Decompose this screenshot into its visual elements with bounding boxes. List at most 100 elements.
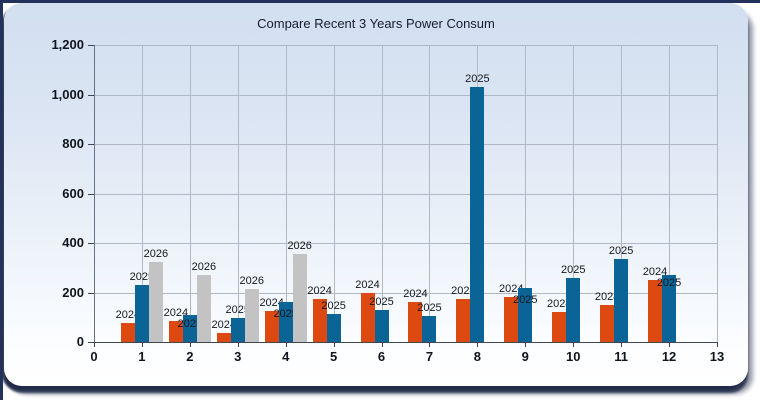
y-tick-0 xyxy=(88,342,94,343)
bar-2025-month-5[interactable] xyxy=(326,313,341,342)
x-axis-label-0: 0 xyxy=(90,349,98,364)
y-axis-label-1200: 1,200 xyxy=(51,37,84,52)
bar-label-2025-month-10: 2025 xyxy=(560,263,586,276)
v-gridline-5 xyxy=(333,45,335,342)
x-tick-1 xyxy=(141,342,143,347)
v-gridline-11 xyxy=(621,45,623,342)
y-axis-label-600: 600 xyxy=(62,185,84,201)
x-axis-label-12: 12 xyxy=(661,349,677,364)
y-tick-400 xyxy=(88,243,94,244)
bar-label-2026-month-3: 2026 xyxy=(239,274,264,287)
y-axis-label-0: 0 xyxy=(76,334,84,349)
bar-2024-month-4[interactable] xyxy=(264,311,279,342)
bar-label-2025-month-1: 2025 xyxy=(129,271,155,284)
bar-2025-month-2[interactable] xyxy=(182,314,197,342)
bar-2026-month-2[interactable] xyxy=(196,275,211,342)
bar-label-2025-month-9: 2025 xyxy=(513,294,538,307)
x-axis-label-1: 1 xyxy=(138,349,146,364)
x-axis-label-11: 11 xyxy=(614,349,629,364)
x-tick-4 xyxy=(285,342,287,347)
bar-2024-month-9[interactable] xyxy=(504,297,519,342)
bar-2026-month-4[interactable] xyxy=(292,254,307,342)
bar-2025-month-4[interactable] xyxy=(278,302,293,342)
x-tick-0 xyxy=(94,342,95,347)
bar-label-2024-month-5: 2024 xyxy=(307,284,332,297)
h-gridline-800 xyxy=(94,144,717,145)
bar-label-2024-month-4: 2024 xyxy=(259,297,284,310)
bar-label-2024-month-12: 2024 xyxy=(642,266,668,279)
v-gridline-9 xyxy=(525,45,527,342)
bar-label-2024-month-9: 2024 xyxy=(499,283,524,296)
bar-label-2024-month-3: 2024 xyxy=(211,319,236,332)
v-gridline-4 xyxy=(285,45,287,342)
x-axis-label-9: 9 xyxy=(521,349,529,364)
v-gridline-12 xyxy=(669,45,671,342)
y-tick-200 xyxy=(88,292,94,294)
y-axis-label-800: 800 xyxy=(62,136,84,151)
bar-2024-month-7[interactable] xyxy=(408,302,423,342)
x-tick-12 xyxy=(669,342,671,347)
x-tick-2 xyxy=(189,342,191,347)
x-axis-label-13: 13 xyxy=(709,349,725,364)
y-tick-1200 xyxy=(88,45,94,46)
bar-2026-month-3[interactable] xyxy=(244,288,259,342)
bar-label-2024-month-7: 2024 xyxy=(403,288,428,301)
h-gridline-200 xyxy=(94,292,717,294)
bar-2024-month-10[interactable] xyxy=(552,312,567,342)
bar-2025-month-3[interactable] xyxy=(230,318,245,342)
y-tick-1000 xyxy=(88,94,94,96)
bar-2025-month-10[interactable] xyxy=(566,277,581,342)
x-axis-label-7: 7 xyxy=(425,349,434,364)
x-tick-11 xyxy=(621,342,623,347)
bar-2026-month-1[interactable] xyxy=(148,261,163,342)
bar-2024-month-3[interactable] xyxy=(216,333,231,342)
bar-label-2025-month-12: 2025 xyxy=(656,277,682,290)
bar-2024-month-5[interactable] xyxy=(312,298,327,342)
bar-label-2025-month-5: 2025 xyxy=(321,299,346,312)
x-tick-13 xyxy=(717,342,718,347)
bar-2025-month-1[interactable] xyxy=(134,285,149,342)
x-axis-label-6: 6 xyxy=(377,349,386,364)
bar-2025-month-12[interactable] xyxy=(662,275,677,342)
v-gridline-3 xyxy=(237,45,239,342)
y-tick-800 xyxy=(88,144,94,145)
chart-panel: Compare Recent 3 Years Power Consum 0 200… xyxy=(4,3,748,386)
h-gridline-1000 xyxy=(94,94,717,96)
x-tick-6 xyxy=(381,342,383,347)
bar-2024-month-11[interactable] xyxy=(600,304,615,342)
bar-2024-month-2[interactable] xyxy=(168,320,183,342)
bar-2024-month-12[interactable] xyxy=(648,280,663,342)
chart-title: Compare Recent 3 Years Power Consum xyxy=(257,16,495,31)
bar-2025-month-8[interactable] xyxy=(470,87,485,342)
y-axis-label-1000: 1,000 xyxy=(51,86,84,102)
bar-label-2025-month-2: 2025 xyxy=(177,317,203,330)
x-axis-label-3: 3 xyxy=(234,349,242,364)
x-tick-9 xyxy=(525,342,527,347)
x-axis-label-8: 8 xyxy=(473,349,481,364)
x-tick-7 xyxy=(429,342,431,347)
bar-label-2024-month-8: 2024 xyxy=(451,284,476,297)
h-gridline-400 xyxy=(94,243,717,244)
bar-label-2026-month-4: 2026 xyxy=(287,240,312,253)
y-axis-line xyxy=(94,45,95,342)
x-axis-label-2: 2 xyxy=(186,349,194,364)
bar-label-2025-month-3: 2025 xyxy=(225,304,250,317)
bar-2024-month-8[interactable] xyxy=(456,298,471,342)
y-tick-600 xyxy=(88,193,94,195)
bar-2024-month-6[interactable] xyxy=(360,292,375,342)
bar-label-2024-month-6: 2024 xyxy=(355,278,380,291)
v-gridline-7 xyxy=(429,45,431,342)
bar-2025-month-7[interactable] xyxy=(422,316,437,342)
bar-2024-month-1[interactable] xyxy=(120,323,135,342)
x-axis-line xyxy=(94,342,717,343)
v-gridline-13 xyxy=(717,45,718,342)
bar-2025-month-9[interactable] xyxy=(518,287,533,342)
bar-label-2025-month-11: 2025 xyxy=(608,245,634,258)
bar-label-2025-month-7: 2025 xyxy=(417,302,442,314)
bar-2025-month-6[interactable] xyxy=(374,309,389,342)
bar-2025-month-11[interactable] xyxy=(614,259,629,342)
bar-label-2026-month-1: 2026 xyxy=(143,247,169,260)
h-gridline-1200 xyxy=(94,45,717,46)
bar-label-2025-month-4: 2025 xyxy=(273,308,298,321)
